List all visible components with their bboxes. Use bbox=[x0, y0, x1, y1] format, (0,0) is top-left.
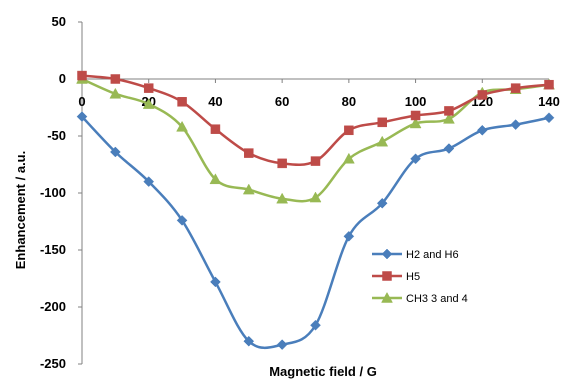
data-point bbox=[143, 83, 154, 93]
data-point bbox=[143, 176, 155, 187]
data-point bbox=[477, 90, 488, 100]
data-point bbox=[543, 112, 555, 124]
legend-item: H5 bbox=[372, 271, 420, 283]
data-point bbox=[210, 276, 221, 288]
legend-item: H2 and H6 bbox=[372, 248, 459, 261]
data-point bbox=[176, 215, 188, 226]
data-point bbox=[443, 143, 455, 154]
data-point bbox=[377, 117, 387, 128]
data-point bbox=[77, 70, 87, 81]
x-tick-label: 80 bbox=[342, 94, 356, 109]
data-point bbox=[244, 148, 254, 158]
legend-label: H2 and H6 bbox=[406, 249, 459, 261]
data-point bbox=[110, 74, 121, 84]
series-0 bbox=[76, 111, 555, 350]
y-tick-label: -50 bbox=[47, 128, 66, 143]
y-tick-label: -150 bbox=[40, 242, 66, 257]
x-axis-title: Magnetic field / G bbox=[269, 364, 377, 379]
data-point bbox=[110, 146, 121, 158]
data-point bbox=[210, 124, 221, 134]
data-point bbox=[376, 135, 389, 147]
y-tick-label: -250 bbox=[40, 356, 66, 371]
data-point bbox=[109, 87, 122, 99]
y-tick-label: -200 bbox=[40, 299, 66, 314]
data-point bbox=[310, 319, 321, 331]
data-point bbox=[476, 124, 488, 136]
data-point bbox=[142, 98, 155, 109]
x-tick-label: 100 bbox=[405, 94, 427, 109]
y-tick-label: 0 bbox=[59, 71, 66, 86]
chart-legend: H2 and H6 H5 CH3 3 and 4 bbox=[372, 248, 468, 305]
data-point bbox=[276, 192, 289, 204]
data-point bbox=[510, 83, 521, 93]
data-point bbox=[243, 335, 255, 347]
data-point bbox=[410, 153, 421, 165]
data-point bbox=[309, 191, 322, 203]
data-point bbox=[544, 79, 554, 90]
data-point bbox=[410, 110, 421, 121]
data-point bbox=[277, 158, 287, 169]
series-layer bbox=[76, 70, 555, 350]
legend-marker bbox=[382, 271, 392, 281]
data-point bbox=[409, 117, 422, 129]
data-point bbox=[209, 173, 222, 185]
data-point bbox=[310, 156, 321, 166]
y-axis-title: Enhancement / a.u. bbox=[13, 151, 28, 269]
data-point bbox=[376, 197, 388, 209]
x-tick-label: 140 bbox=[538, 94, 560, 109]
legend-item: CH3 3 and 4 bbox=[372, 291, 468, 305]
data-point bbox=[444, 106, 454, 116]
legend-marker bbox=[381, 291, 393, 303]
data-point bbox=[276, 339, 288, 350]
data-point bbox=[177, 97, 187, 107]
series-1 bbox=[77, 70, 554, 169]
x-tick-label: 0 bbox=[78, 94, 85, 109]
data-point bbox=[443, 112, 455, 124]
legend-marker bbox=[381, 248, 393, 260]
y-tick-label: 50 bbox=[52, 14, 66, 29]
legend-label: CH3 3 and 4 bbox=[406, 293, 468, 305]
data-point bbox=[76, 111, 88, 122]
data-point bbox=[344, 125, 354, 136]
x-tick-label: 60 bbox=[275, 94, 289, 109]
data-point bbox=[343, 230, 355, 242]
data-point bbox=[242, 183, 255, 195]
data-point bbox=[510, 119, 521, 130]
data-point bbox=[176, 120, 188, 132]
data-point bbox=[342, 152, 355, 164]
x-tick-label: 40 bbox=[208, 94, 222, 109]
legend-label: H5 bbox=[406, 271, 420, 283]
series-line bbox=[81, 115, 550, 350]
y-tick-labels: 50 0 -50 -100 -150 -200 -250 bbox=[40, 14, 82, 371]
y-tick-label: -100 bbox=[40, 185, 66, 200]
